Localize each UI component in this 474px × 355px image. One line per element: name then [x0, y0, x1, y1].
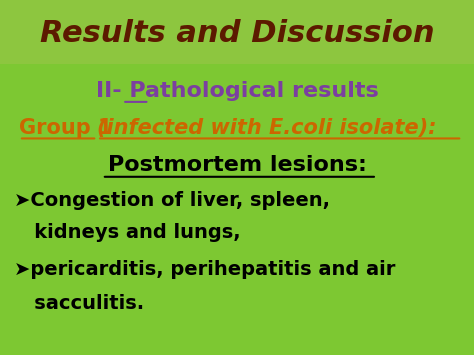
Text: (infected with E.coli isolate):: (infected with E.coli isolate):: [97, 118, 437, 138]
Text: ➤Congestion of liver, spleen,: ➤Congestion of liver, spleen,: [14, 191, 330, 210]
Text: II- Pathological results: II- Pathological results: [96, 81, 378, 100]
Text: kidneys and lungs,: kidneys and lungs,: [14, 223, 241, 242]
Text: ➤pericarditis, perihepatitis and air: ➤pericarditis, perihepatitis and air: [14, 260, 396, 279]
Text: Group 1: Group 1: [19, 118, 120, 138]
Text: Postmortem lesions:: Postmortem lesions:: [108, 155, 366, 175]
Text: sacculitis.: sacculitis.: [14, 294, 145, 313]
FancyBboxPatch shape: [0, 0, 474, 64]
Text: Results and Discussion: Results and Discussion: [40, 19, 434, 48]
